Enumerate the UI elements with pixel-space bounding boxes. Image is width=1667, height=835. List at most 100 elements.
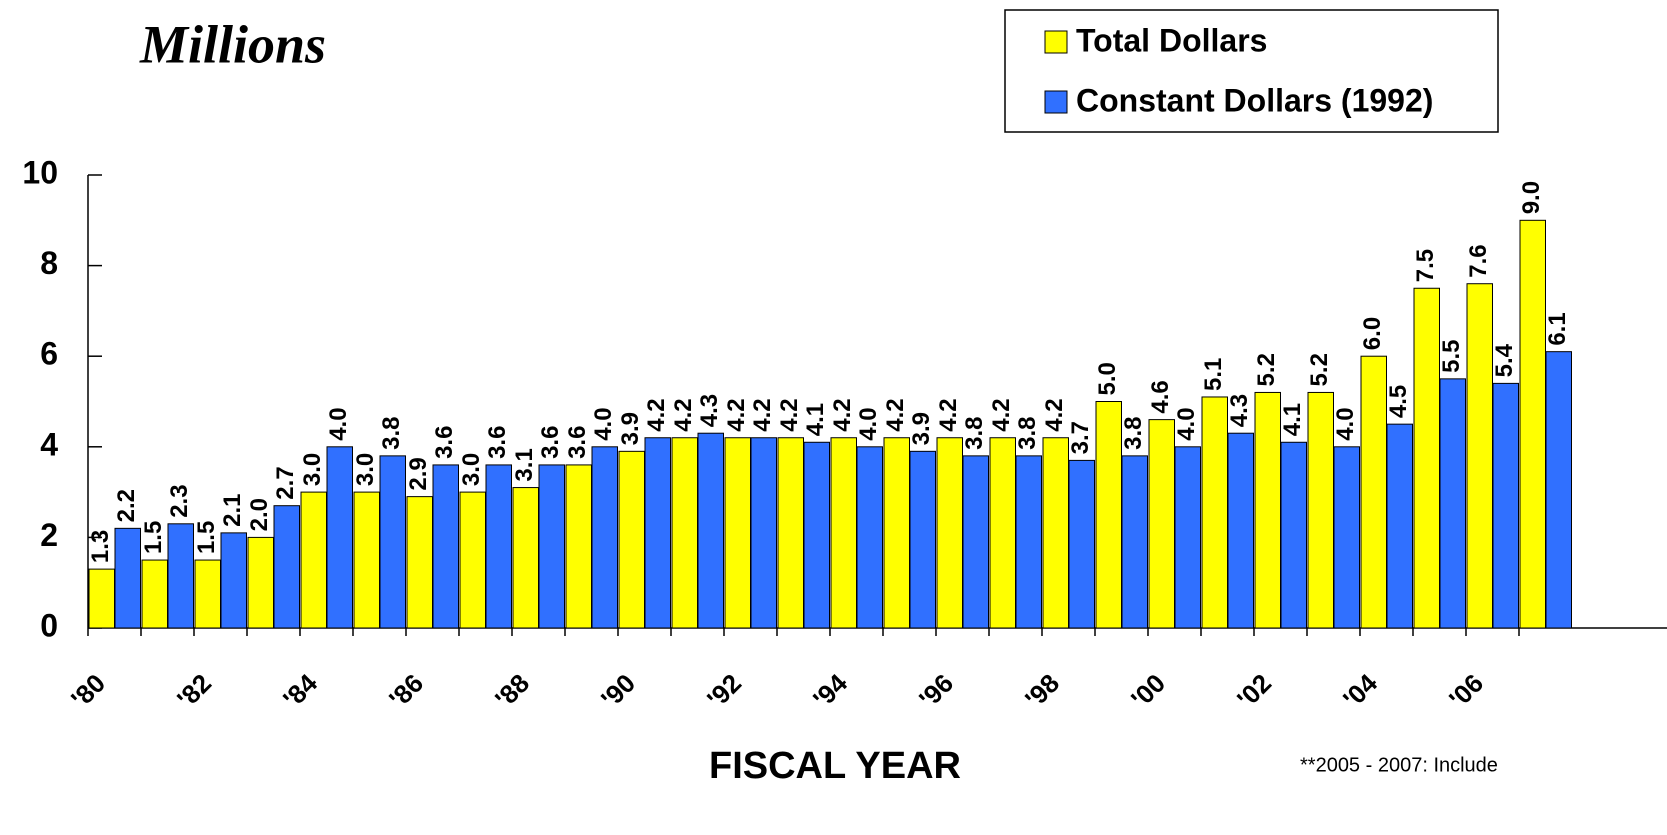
bar [591,446,618,629]
bar [750,437,777,629]
value-label: 1.3 [87,530,114,563]
value-label: 4.2 [829,398,856,431]
bar [1545,351,1572,629]
value-label: 2.0 [246,498,273,531]
bar [88,568,115,629]
x-tick-label: '80 [65,668,111,714]
value-label: 3.6 [484,426,511,459]
bar [1015,455,1042,629]
bar [512,487,539,629]
value-label: 4.2 [749,398,776,431]
bar [989,437,1016,629]
bar [194,559,221,629]
value-label: 4.2 [670,398,697,431]
x-tick-label: '88 [489,668,535,714]
bar [724,437,751,629]
y-tick-label: 8 [40,245,58,281]
x-axis-label: FISCAL YEAR [709,745,961,787]
bar [326,446,353,629]
value-label: 3.8 [1120,416,1147,449]
value-label: 5.0 [1094,362,1121,395]
bar [1148,419,1175,629]
value-label: 2.3 [166,484,193,517]
value-label: 4.2 [935,398,962,431]
bar [1254,391,1281,629]
bar [1333,446,1360,629]
bar [1360,355,1387,629]
value-label: 1.5 [140,521,167,554]
bar [1280,441,1307,629]
value-label: 4.2 [643,398,670,431]
value-label: 4.2 [776,398,803,431]
value-label: 2.2 [113,489,140,522]
bar [406,496,433,629]
value-label: 4.0 [325,407,352,440]
value-label: 4.2 [882,398,909,431]
chart-title: Millions [139,14,326,74]
value-label: 3.1 [511,448,538,481]
y-tick-label: 10 [22,154,58,190]
value-label: 3.7 [1067,421,1094,454]
bar [247,536,274,629]
value-label: 5.4 [1491,343,1518,377]
value-label: 4.2 [723,398,750,431]
bar [220,532,247,629]
bar [1201,396,1228,629]
y-tick-label: 0 [40,607,58,643]
bar [644,437,671,629]
y-tick-label: 6 [40,336,58,372]
value-label: 1.5 [193,521,220,554]
legend-label: Total Dollars [1076,22,1267,58]
value-label: 7.5 [1412,249,1439,282]
bar [459,491,486,629]
bar [803,441,830,629]
value-label: 3.0 [299,453,326,486]
value-label: 2.9 [405,457,432,490]
bar [1519,219,1546,629]
value-label: 3.0 [458,453,485,486]
value-label: 3.6 [537,426,564,459]
value-label: 4.3 [696,394,723,427]
value-label: 4.2 [1041,398,1068,431]
y-tick-label: 2 [40,517,58,553]
value-label: 9.0 [1518,181,1545,214]
bar [618,450,645,629]
bar [1439,378,1466,629]
x-tick-label: '92 [701,668,747,714]
x-tick-label: '84 [277,668,323,714]
footnote: **2005 - 2007: Include [1300,754,1498,776]
value-label: 3.9 [908,412,935,445]
value-label: 3.8 [1014,416,1041,449]
value-label: 3.9 [617,412,644,445]
value-label: 6.1 [1544,312,1571,345]
bar [485,464,512,629]
bar [114,527,141,629]
bar [300,491,327,629]
value-label: 7.6 [1465,244,1492,277]
value-label: 3.8 [378,416,405,449]
value-label: 4.0 [1332,407,1359,440]
bar [1095,401,1122,629]
bar [1307,391,1334,629]
bar [1227,432,1254,629]
bar [1492,382,1519,629]
bar [777,437,804,629]
bar [273,505,300,629]
bar [1121,455,1148,629]
x-tick-label: '00 [1125,668,1171,714]
value-label: 5.2 [1253,353,1280,386]
value-label: 4.1 [802,403,829,436]
x-tick-label: '90 [595,668,641,714]
bar [856,446,883,629]
bar [379,455,406,629]
bar [830,437,857,629]
bar [936,437,963,629]
legend-swatch [1044,30,1068,54]
value-label: 4.3 [1226,394,1253,427]
bar [1174,446,1201,629]
value-label: 4.5 [1385,385,1412,418]
bar [167,523,194,629]
value-label: 2.7 [272,466,299,499]
bar [353,491,380,629]
